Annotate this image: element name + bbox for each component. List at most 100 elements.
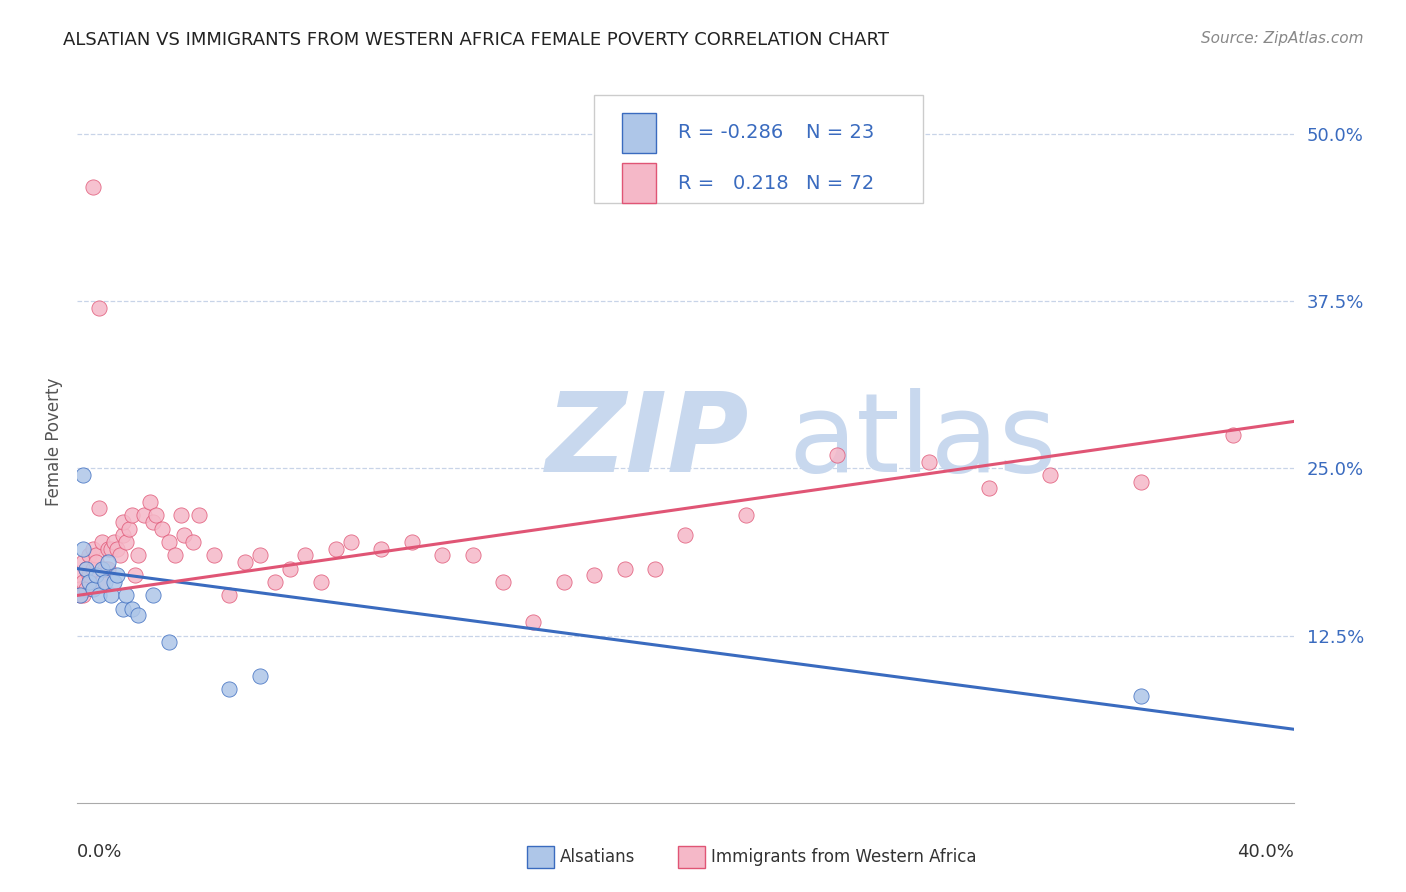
Bar: [678, 847, 704, 868]
Point: [163, 548, 186, 563]
Point: [72, 541, 94, 556]
Point: [75, 562, 97, 576]
Text: N = 72: N = 72: [806, 174, 875, 193]
Point: [69, 589, 91, 603]
Point: [644, 562, 666, 576]
Point: [142, 515, 165, 529]
Text: Immigrants from Western Africa: Immigrants from Western Africa: [711, 848, 976, 866]
Point: [93, 562, 115, 576]
Point: [145, 508, 167, 523]
Point: [278, 562, 301, 576]
Point: [87, 301, 110, 315]
Point: [105, 541, 128, 556]
Point: [75, 582, 97, 596]
Point: [134, 508, 156, 523]
Point: [233, 555, 256, 569]
Point: [97, 541, 120, 556]
Point: [118, 521, 141, 535]
Point: [1130, 475, 1153, 489]
Text: ZIP: ZIP: [546, 388, 749, 495]
Point: [127, 548, 149, 563]
Point: [979, 482, 1001, 496]
Point: [735, 508, 758, 523]
Point: [522, 615, 544, 630]
Point: [75, 562, 97, 576]
Point: [309, 575, 332, 590]
Point: [103, 575, 125, 590]
Point: [111, 515, 134, 529]
Point: [218, 589, 240, 603]
Text: ALSATIAN VS IMMIGRANTS FROM WESTERN AFRICA FEMALE POVERTY CORRELATION CHART: ALSATIAN VS IMMIGRANTS FROM WESTERN AFRI…: [63, 31, 889, 49]
Point: [72, 575, 94, 590]
Point: [918, 455, 941, 469]
Point: [1222, 427, 1244, 442]
Point: [157, 635, 180, 649]
Point: [181, 534, 204, 549]
Point: [583, 568, 606, 582]
Point: [105, 568, 128, 582]
FancyBboxPatch shape: [595, 95, 922, 203]
Point: [90, 575, 112, 590]
Point: [82, 582, 104, 596]
Point: [675, 528, 697, 542]
Text: 40.0%: 40.0%: [1237, 843, 1294, 861]
Point: [90, 534, 112, 549]
Bar: [527, 847, 554, 868]
Point: [87, 501, 110, 516]
Point: [249, 548, 271, 563]
Point: [340, 534, 363, 549]
Bar: [623, 112, 657, 153]
Text: Source: ZipAtlas.com: Source: ZipAtlas.com: [1201, 31, 1364, 46]
Point: [553, 575, 575, 590]
Point: [111, 602, 134, 616]
Point: [430, 548, 453, 563]
Point: [202, 548, 225, 563]
Point: [218, 681, 240, 696]
Point: [69, 568, 91, 582]
Point: [142, 589, 165, 603]
Point: [69, 589, 91, 603]
Point: [97, 562, 120, 576]
Point: [69, 582, 91, 596]
Point: [492, 575, 515, 590]
Point: [127, 608, 149, 623]
Point: [115, 589, 138, 603]
Point: [121, 602, 143, 616]
Point: [157, 534, 180, 549]
Text: R = -0.286: R = -0.286: [678, 123, 783, 142]
Text: N = 23: N = 23: [806, 123, 875, 142]
Point: [294, 548, 316, 563]
Point: [1039, 467, 1062, 482]
Point: [249, 669, 271, 683]
Text: 0.0%: 0.0%: [77, 843, 122, 861]
Point: [82, 562, 104, 576]
Point: [79, 568, 101, 582]
Point: [173, 528, 195, 542]
Point: [121, 508, 143, 523]
Point: [103, 534, 125, 549]
Point: [72, 467, 94, 482]
Point: [93, 575, 115, 590]
Point: [84, 555, 107, 569]
Point: [401, 534, 423, 549]
Point: [100, 541, 122, 556]
Point: [1130, 689, 1153, 703]
Point: [152, 521, 174, 535]
Point: [79, 575, 101, 590]
Point: [827, 448, 849, 462]
Point: [82, 180, 104, 194]
Point: [264, 575, 287, 590]
Y-axis label: Female Poverty: Female Poverty: [45, 377, 63, 506]
Point: [84, 548, 107, 563]
Point: [188, 508, 211, 523]
Point: [72, 589, 94, 603]
Point: [115, 534, 138, 549]
Text: Alsatians: Alsatians: [560, 848, 636, 866]
Point: [97, 555, 120, 569]
Point: [370, 541, 392, 556]
Text: R =   0.218: R = 0.218: [678, 174, 789, 193]
Point: [72, 555, 94, 569]
Text: atlas: atlas: [789, 388, 1057, 495]
Point: [325, 541, 347, 556]
Point: [90, 562, 112, 576]
